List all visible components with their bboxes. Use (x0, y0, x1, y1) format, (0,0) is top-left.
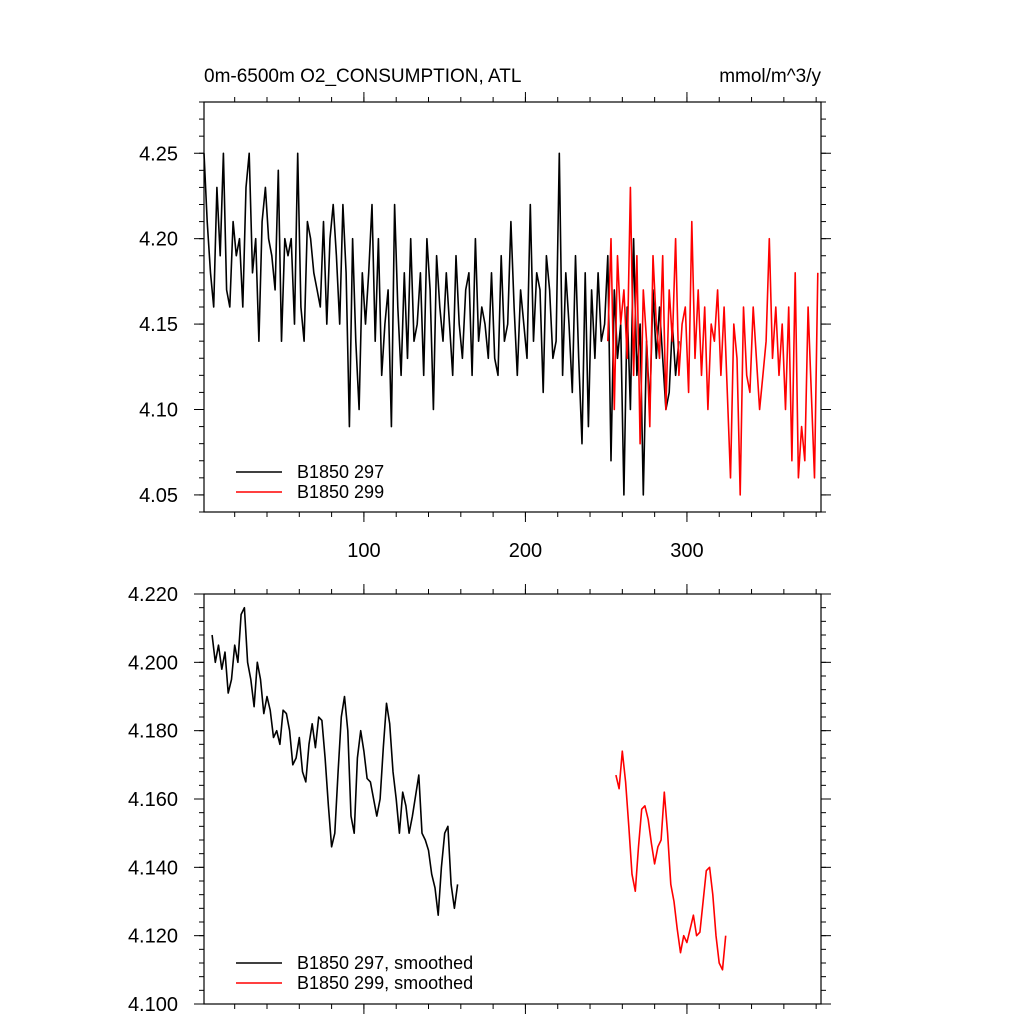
bottom-legend-label-red: B1850 299, smoothed (297, 973, 473, 993)
top-chart-units: mmol/m^3/y (719, 66, 821, 87)
bottom-y-tick-label: 4.100 (128, 994, 178, 1016)
top-plot-frame (203, 101, 822, 513)
top-x-tick-label: 200 (509, 540, 542, 562)
bottom-y-tick-label: 4.180 (128, 721, 178, 743)
top-legend-label-black: B1850 297 (297, 462, 384, 482)
bottom-legend-label-black: B1850 297, smoothed (297, 953, 473, 973)
bottom-axis-ticks (194, 584, 831, 1014)
top-y-tick-label: 4.05 (139, 485, 178, 507)
bottom-series-black-line (211, 606, 459, 917)
top-series-red-line (607, 186, 819, 496)
bottom-plot-lines (211, 606, 727, 971)
bottom-y-tick-label: 4.200 (128, 652, 178, 674)
top-x-tick-label: 100 (347, 540, 380, 562)
bottom-y-tick-label: 4.220 (128, 584, 178, 606)
top-y-tick-label: 4.20 (139, 229, 178, 251)
top-y-tick-label: 4.15 (139, 314, 178, 336)
bottom-y-tick-label: 4.160 (128, 789, 178, 811)
bottom-y-tick-label: 4.120 (128, 926, 178, 948)
bottom-panel: 4.100 4.120 4.140 4.160 4.180 4.200 4.22… (128, 584, 831, 1016)
bottom-series-red-line (615, 750, 727, 971)
top-chart-title: 0m-6500m O2_CONSUMPTION, ATL (204, 66, 521, 87)
top-y-tick-label: 4.10 (139, 400, 178, 422)
top-x-tick-label: 300 (670, 540, 703, 562)
bottom-plot-frame (203, 593, 822, 1005)
top-x-tick-labels: 100 200 300 (347, 540, 703, 562)
top-y-tick-label: 4.25 (139, 143, 178, 165)
bottom-y-tick-label: 4.140 (128, 857, 178, 879)
bottom-y-tick-labels: 4.100 4.120 4.140 4.160 4.180 4.200 4.22… (128, 584, 178, 1016)
top-plot-lines (203, 152, 819, 496)
top-legend-label-red: B1850 299 (297, 482, 384, 502)
top-axis-ticks (194, 92, 831, 522)
top-legend: B1850 297 B1850 299 (236, 462, 384, 502)
bottom-legend: B1850 297, smoothed B1850 299, smoothed (236, 953, 473, 993)
top-y-tick-labels: 4.05 4.10 4.15 4.20 4.25 (139, 143, 178, 507)
top-series-black-line (203, 152, 680, 496)
top-panel: 0m-6500m O2_CONSUMPTION, ATL mmol/m^3/y … (139, 66, 831, 562)
